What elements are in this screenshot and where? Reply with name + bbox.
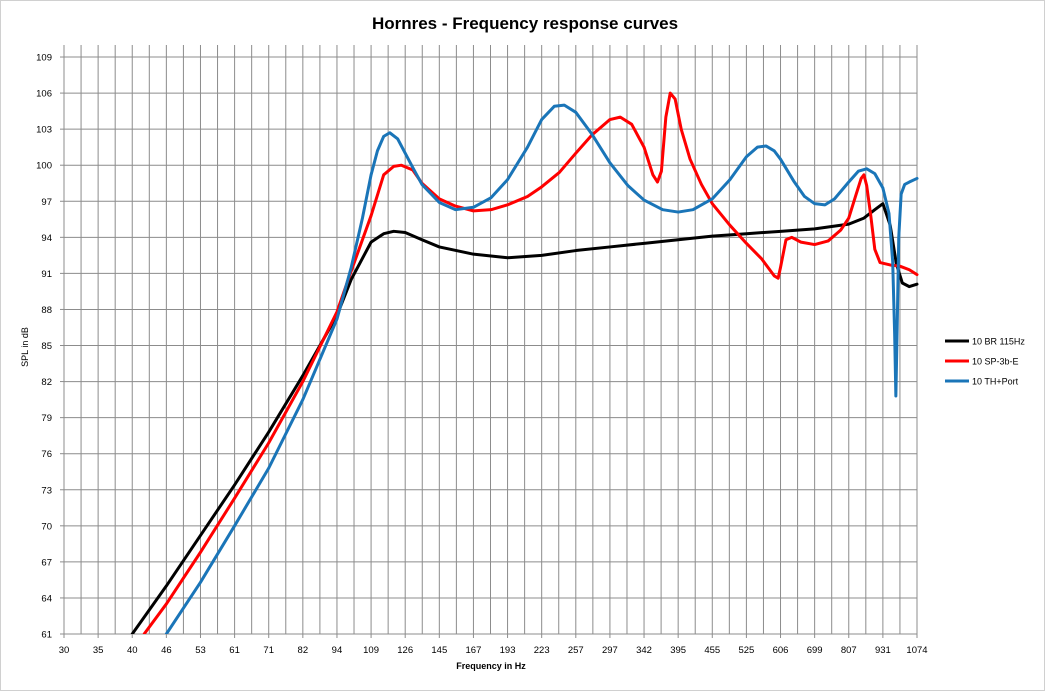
y-tick-label: 109 <box>36 53 52 64</box>
x-tick-label: 61 <box>229 645 240 656</box>
y-tick-label: 64 <box>41 593 52 604</box>
x-tick-label: 342 <box>636 645 652 656</box>
series-line-2 <box>142 91 919 634</box>
y-tick-label: 82 <box>41 377 52 388</box>
x-axis-title: Frequency in Hz <box>456 661 526 671</box>
x-tick-label: 223 <box>534 645 550 656</box>
x-tick-label: 606 <box>773 645 789 656</box>
x-tick-label: 109 <box>363 645 379 656</box>
y-tick-label: 103 <box>36 125 52 136</box>
y-tick-label: 85 <box>41 341 52 352</box>
x-tick-label: 297 <box>602 645 618 656</box>
x-tick-label: 94 <box>332 645 343 656</box>
legend: 10 BR 115Hz 10 SP-3b-E 10 TH+Port <box>945 337 1025 387</box>
x-tick-label: 525 <box>738 645 754 656</box>
x-tick-label: 193 <box>500 645 516 656</box>
axes <box>60 45 918 638</box>
chart-title: Hornres - Frequency response curves <box>372 14 678 33</box>
x-tick-label: 46 <box>161 645 172 656</box>
x-tick-label: 455 <box>704 645 720 656</box>
x-tick-label: 395 <box>670 645 686 656</box>
y-tick-label: 76 <box>41 449 52 460</box>
x-tick-label: 82 <box>298 645 309 656</box>
x-tick-label: 807 <box>841 645 857 656</box>
grid <box>64 45 918 635</box>
x-tick-label: 167 <box>466 645 482 656</box>
y-tick-label: 106 <box>36 89 52 100</box>
x-tick-label: 699 <box>807 645 823 656</box>
x-tick-label: 145 <box>431 645 447 656</box>
x-tick-label: 30 <box>59 645 70 656</box>
x-tick-label: 126 <box>397 645 413 656</box>
y-axis-title: SPL in dB <box>20 327 30 367</box>
y-tick-label: 79 <box>41 413 52 424</box>
x-tick-label: 35 <box>93 645 104 656</box>
series-lines <box>130 91 919 634</box>
y-tick-label: 94 <box>41 233 52 244</box>
legend-label: 10 TH+Port <box>972 377 1019 387</box>
y-tick-label: 70 <box>41 521 52 532</box>
tick-labels: 61 64 67 70 73 76 79 82 85 88 91 94 97 100 103 106 109 30… <box>36 53 927 656</box>
y-tick-label: 88 <box>41 305 52 316</box>
y-tick-label: 100 <box>36 161 52 172</box>
legend-label: 10 SP-3b-E <box>972 357 1019 367</box>
y-tick-label: 91 <box>41 269 52 280</box>
x-tick-label: 1074 <box>906 645 927 656</box>
x-tick-label: 931 <box>875 645 891 656</box>
y-tick-label: 97 <box>41 197 52 208</box>
series-line-3 <box>164 103 919 634</box>
x-tick-label: 40 <box>127 645 138 656</box>
y-tick-label: 61 <box>41 630 52 641</box>
y-tick-label: 67 <box>41 557 52 568</box>
x-tick-label: 71 <box>263 645 274 656</box>
x-tick-label: 257 <box>568 645 584 656</box>
y-tick-label: 73 <box>41 485 52 496</box>
x-tick-label: 53 <box>195 645 206 656</box>
legend-label: 10 BR 115Hz <box>972 337 1025 347</box>
